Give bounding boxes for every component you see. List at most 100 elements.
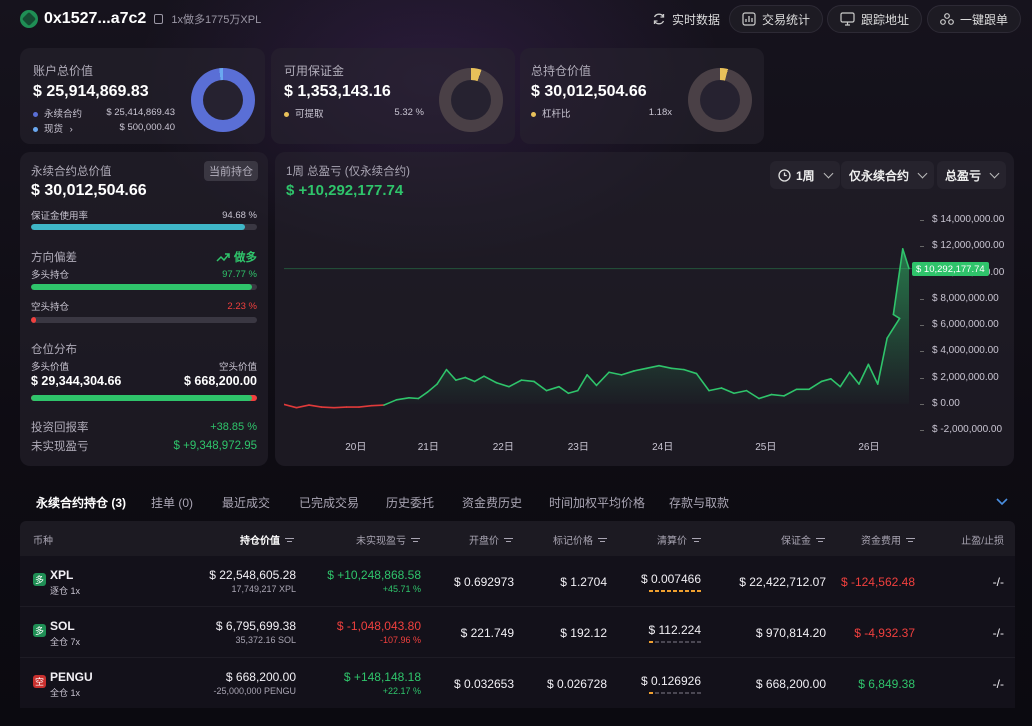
sort-icon (598, 536, 607, 544)
unrealized-pnl-value: $ +9,348,972.95 (173, 440, 257, 452)
upnl-value: $ -1,048,043.80 (336, 619, 421, 633)
leverage-name: 杠杆比 (542, 108, 571, 120)
pnl-line-segment (858, 363, 870, 385)
pnl-line-segment (295, 404, 310, 409)
liq-price: $ 0.007466 (640, 572, 701, 586)
col-liq-price-header[interactable]: 清算价 (657, 532, 701, 547)
pnl-line-segment (745, 389, 760, 400)
col-mark-price-header[interactable]: 标记价格 (553, 532, 607, 547)
margin-mode: 全仓 7x (50, 637, 81, 647)
position-distribution-label: 仓位分布 (31, 344, 77, 356)
position-size: 35,372.16 SOL (235, 635, 296, 645)
position-value-cell: $ 668,200.00 -25,000,000 PENGU (213, 670, 296, 696)
trade-stats-label: 交易统计 (762, 12, 811, 27)
margin-usage-label: 保证金使用率 (31, 211, 89, 222)
copy-icon[interactable] (154, 14, 164, 24)
upnl-value: $ +10,248,868.58 (327, 568, 421, 582)
upnl-cell: $ +148,148.18 +22.17 % (344, 670, 421, 696)
margin-usage-row: 保证金使用率 94.68 % (31, 208, 257, 223)
realtime-data-button[interactable]: 实时数据 (640, 5, 732, 33)
upnl-pct: -107.96 % (379, 635, 421, 645)
chevron-right-icon: › (69, 123, 73, 135)
tab-4[interactable]: 历史委托 (386, 496, 435, 510)
tab-0[interactable]: 永续合约持仓 (3) (36, 496, 127, 510)
upnl-cell: $ +10,248,868.58 +45.71 % (327, 568, 421, 594)
col-margin-header[interactable]: 保证金 (781, 532, 825, 547)
pnl-line-segment (892, 313, 901, 320)
pnl-line-segment (758, 393, 773, 400)
liq-risk-bar (649, 641, 701, 643)
track-address-button[interactable]: 跟踪地址 (827, 5, 923, 33)
pnl-area-chart (284, 248, 919, 409)
position-size: 17,749,217 XPL (231, 584, 296, 594)
tab-1[interactable]: 挂单 (0) (151, 496, 194, 510)
x-tick-label: 24日 (652, 442, 674, 453)
tab-3[interactable]: 已完成交易 (299, 496, 360, 510)
trade-stats-button[interactable]: 交易统计 (729, 5, 824, 33)
clock-icon (778, 168, 791, 182)
tab-6[interactable]: 时间加权平均价格 (549, 496, 646, 510)
pnl-line-segment (670, 367, 685, 371)
table-row[interactable] (20, 607, 1015, 658)
scope-dropdown[interactable]: 仅永续合约 (841, 161, 935, 189)
open-price-cell: $ 0.032653 (454, 677, 514, 691)
mark-price-cell: $ 1.2704 (560, 575, 607, 589)
period-dropdown[interactable]: 1周 (770, 161, 840, 189)
funding-value: $ 6,849.38 (858, 677, 915, 691)
margin-value: $ 970,814.20 (755, 626, 826, 640)
chevron-down-icon (989, 168, 1000, 178)
col-funding-label: 资金费用 (861, 536, 901, 547)
position-donut-chart (688, 68, 752, 132)
col-open-price-header[interactable]: 开盘价 (469, 532, 513, 547)
tpsl-cell[interactable]: -/- (993, 626, 1004, 640)
y-tick-mark (920, 325, 924, 326)
funding-cell: $ -124,562.48 (841, 575, 915, 589)
pnl-line-segment (595, 371, 610, 387)
metric-dropdown[interactable]: 总盈亏 (937, 161, 1007, 189)
y-tick-label: $ 6,000,000.00 (932, 319, 999, 330)
position-value-cell: $ 6,795,699.38 35,372.16 SOL (216, 619, 296, 645)
pnl-line-segment (417, 391, 429, 400)
metric-dropdown-label: 总盈亏 (945, 168, 982, 183)
mark-price: $ 192.12 (560, 626, 607, 640)
tpsl-cell[interactable]: -/- (993, 677, 1004, 691)
perp-dot (33, 111, 38, 117)
roi-label: 投资回报率 (31, 422, 89, 434)
y-tick-mark (920, 298, 924, 300)
coin-cell: PENGU 全仓 1x (50, 670, 93, 699)
chart-title: 1周 总盈亏 (仅永续合约) (286, 166, 410, 178)
col-funding-header[interactable]: 资金费用 (861, 532, 915, 547)
side-badge: 空 (33, 675, 46, 688)
pnl-line-segment (633, 367, 648, 372)
pnl-line-segment (892, 248, 904, 316)
pnl-line-segment (333, 406, 348, 409)
col-position-value-header[interactable]: 持仓价值 (240, 532, 294, 547)
pnl-line-segment (483, 375, 498, 384)
col-upnl-header[interactable]: 未实现盈亏 (356, 532, 420, 547)
open-price: $ 0.692973 (453, 575, 514, 589)
table-row[interactable] (20, 556, 1015, 607)
long-value: $ 29,344,304.66 (31, 374, 122, 388)
tab-7[interactable]: 存款与取款 (669, 496, 730, 510)
table-header-row (20, 521, 1015, 556)
col-margin-label: 保证金 (781, 536, 811, 547)
open-price: $ 0.032653 (453, 677, 514, 691)
tab-2[interactable]: 最近成交 (222, 496, 271, 510)
withdrawable-dot (284, 111, 289, 117)
copy-trade-button[interactable]: 一键跟单 (927, 5, 1022, 33)
distribution-labels-row: 多头价值 空头价值 (31, 359, 257, 373)
tpsl-cell[interactable]: -/- (993, 575, 1004, 589)
tab-5[interactable]: 资金费历史 (462, 496, 523, 510)
collapse-chevron-icon[interactable] (996, 498, 1008, 506)
track-address-label: 跟踪地址 (861, 12, 910, 27)
positions-table-body (20, 556, 1015, 708)
mark-price-cell: $ 192.12 (560, 626, 607, 640)
distribution-values-row: $ 29,344,304.66 $ 668,200.00 (31, 374, 257, 388)
x-tick-label: 21日 (417, 442, 439, 453)
pnl-line-segment (408, 397, 420, 400)
direction-bias-value: 做多 (216, 249, 257, 265)
col-position-value-label: 持仓价值 (240, 536, 280, 547)
spot-breakdown-row[interactable]: 现货 › $ 500,000.40 (33, 120, 175, 135)
chart-total-pnl-value: $ +10,292,177.74 (286, 182, 404, 199)
pnl-chart-panel (275, 152, 1014, 466)
